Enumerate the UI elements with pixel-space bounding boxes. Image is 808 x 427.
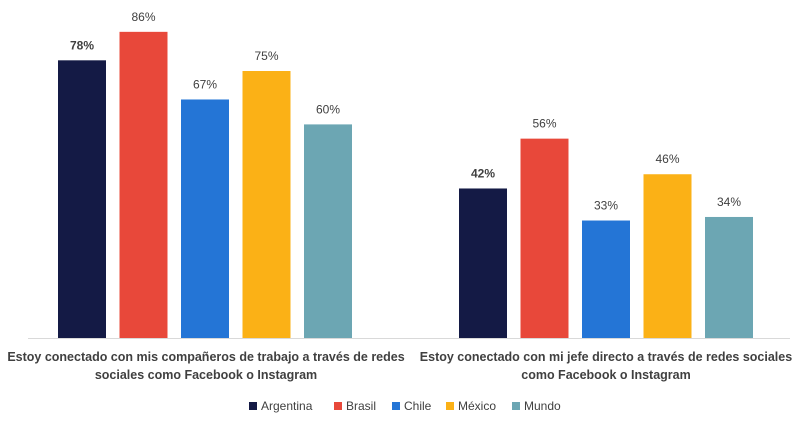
category-label: sociales como Facebook o Instagram: [95, 368, 317, 382]
bar-mxico-2: [643, 174, 692, 338]
bar-mundo-2: [705, 216, 753, 338]
legend-swatch-mxico: [446, 402, 454, 410]
legend-label: Mundo: [524, 399, 561, 413]
data-label: 86%: [131, 10, 155, 24]
bar-argentina-2: [459, 188, 507, 338]
bar-mundo-1: [304, 124, 352, 339]
bar-argentina-1: [58, 60, 106, 338]
data-label: 78%: [70, 38, 94, 52]
legend-swatch-mundo: [512, 402, 520, 410]
legend-label: Chile: [404, 399, 432, 413]
legend-swatch-brasil: [334, 402, 342, 410]
data-label: 67%: [193, 77, 217, 91]
data-label: 42%: [471, 166, 495, 180]
category-label: como Facebook o Instagram: [521, 368, 690, 382]
data-label: 33%: [594, 199, 618, 213]
bar-chile-1: [181, 99, 229, 338]
data-label: 60%: [316, 102, 340, 116]
legend-label: Argentina: [261, 399, 313, 413]
legend: Argentina Brasil Chile México Mundo: [249, 399, 561, 413]
bar-chile-2: [582, 220, 630, 338]
data-label: 56%: [532, 117, 556, 131]
bar-mxico-1: [242, 71, 291, 338]
category-label: Estoy conectado con mis compañeros de tr…: [7, 350, 404, 364]
legend-label: Brasil: [346, 399, 376, 413]
bar-brasil-2: [520, 138, 569, 338]
legend-swatch-chile: [392, 402, 400, 410]
data-label: 75%: [254, 49, 278, 63]
data-label: 46%: [655, 152, 679, 166]
legend-label: México: [458, 399, 496, 413]
category-label: Estoy conectado con mi jefe directo a tr…: [420, 350, 792, 364]
bar-brasil-1: [119, 31, 168, 339]
data-label: 34%: [717, 195, 741, 209]
legend-swatch-argentina: [249, 402, 257, 410]
